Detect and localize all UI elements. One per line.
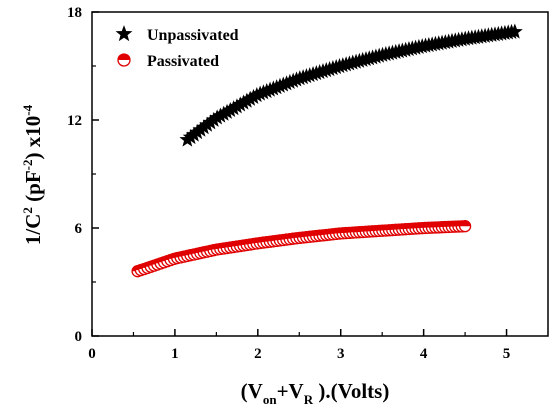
data-series <box>131 23 523 278</box>
x-tick-label: 0 <box>88 346 96 362</box>
x-tick-label: 3 <box>337 346 345 362</box>
axis-ticks <box>91 11 508 337</box>
legend-label: Unpassivated <box>147 27 239 44</box>
x-tick-label: 2 <box>254 346 262 362</box>
series-unpassivated <box>179 23 523 147</box>
star-marker <box>115 25 133 42</box>
y-tick-label: 6 <box>75 221 83 237</box>
x-tick-label: 4 <box>420 346 428 362</box>
y-tick-label: 12 <box>67 113 82 129</box>
series-passivated <box>131 220 472 278</box>
y-axis-title: 1/C2 (pF-2) x10-4 <box>20 104 45 245</box>
y-tick-label: 0 <box>75 329 83 345</box>
y-tick-label: 18 <box>67 5 82 21</box>
x-tick-label: 1 <box>171 346 179 362</box>
x-axis-title: (Von+VR ).(Volts) <box>241 379 390 407</box>
legend-label: Passivated <box>147 53 219 70</box>
legend-item-unpassivated: Unpassivated <box>115 25 239 44</box>
x-tick-label: 5 <box>503 346 511 362</box>
legend-item-passivated: Passivated <box>117 53 219 70</box>
half-filled-circle-marker <box>458 220 472 233</box>
star-marker <box>506 23 523 39</box>
half-filled-circle-marker <box>117 53 131 67</box>
legend: Unpassivated Passivated <box>115 25 239 70</box>
